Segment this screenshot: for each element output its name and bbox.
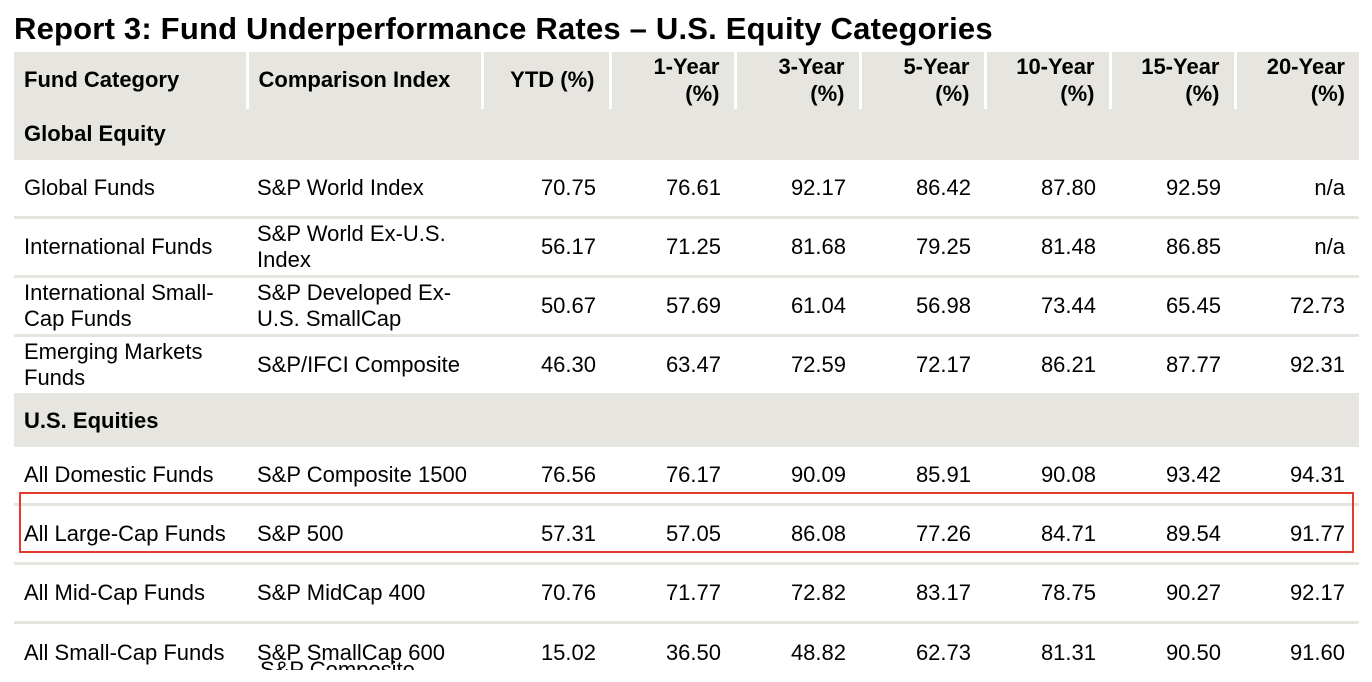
column-header: 15-Year (%) [1110, 52, 1235, 109]
value-cell: 50.67 [482, 277, 610, 336]
comparison-index-cell: S&P/IFCI Composite [247, 336, 482, 395]
partial-row-text: S&P Composite [260, 656, 510, 670]
value-cell: 86.42 [860, 160, 985, 218]
comparison-index-cell: S&P World Ex-U.S. Index [247, 218, 482, 277]
value-cell: 92.31 [1235, 336, 1359, 395]
value-cell: 92.17 [735, 160, 860, 218]
value-cell: 78.75 [985, 564, 1110, 623]
value-cell: 89.54 [1110, 505, 1235, 564]
value-cell: 71.77 [610, 564, 735, 623]
column-header: Comparison Index [247, 52, 482, 109]
value-cell: 84.71 [985, 505, 1110, 564]
header-row: Fund Category Comparison Index YTD (%) 1… [14, 52, 1359, 109]
section-row: Global Equity [14, 109, 1359, 160]
comparison-index-cell: S&P 500 [247, 505, 482, 564]
value-cell: 90.08 [985, 447, 1110, 505]
fund-category-cell: All Small-Cap Funds [14, 623, 247, 682]
value-cell: 65.45 [1110, 277, 1235, 336]
value-cell: 46.30 [482, 336, 610, 395]
column-header: 1-Year (%) [610, 52, 735, 109]
comparison-index-cell: S&P Developed Ex-U.S. SmallCap [247, 277, 482, 336]
value-cell: 87.80 [985, 160, 1110, 218]
value-cell: n/a [1235, 160, 1359, 218]
value-cell: 56.98 [860, 277, 985, 336]
value-cell: 85.91 [860, 447, 985, 505]
comparison-index-cell: S&P MidCap 400 [247, 564, 482, 623]
value-cell: 86.08 [735, 505, 860, 564]
value-cell: 76.61 [610, 160, 735, 218]
value-cell: 77.26 [860, 505, 985, 564]
value-cell: 81.31 [985, 623, 1110, 682]
value-cell: 81.48 [985, 218, 1110, 277]
value-cell: 48.82 [735, 623, 860, 682]
value-cell: 90.09 [735, 447, 860, 505]
fund-category-cell: Global Funds [14, 160, 247, 218]
value-cell: 73.44 [985, 277, 1110, 336]
value-cell: 91.60 [1235, 623, 1359, 682]
value-cell: 86.21 [985, 336, 1110, 395]
value-cell: 94.31 [1235, 447, 1359, 505]
value-cell: 56.17 [482, 218, 610, 277]
value-cell: 70.75 [482, 160, 610, 218]
value-cell: 76.17 [610, 447, 735, 505]
value-cell: 71.25 [610, 218, 735, 277]
value-cell: 61.04 [735, 277, 860, 336]
column-header: 3-Year (%) [735, 52, 860, 109]
value-cell: 93.42 [1110, 447, 1235, 505]
value-cell: 36.50 [610, 623, 735, 682]
column-header: 5-Year (%) [860, 52, 985, 109]
value-cell: 81.68 [735, 218, 860, 277]
comparison-index-cell: S&P SmallCap 600 [247, 623, 482, 682]
fund-category-cell: All Large-Cap Funds [14, 505, 247, 564]
underperformance-table: Fund Category Comparison Index YTD (%) 1… [14, 52, 1359, 682]
value-cell: 76.56 [482, 447, 610, 505]
fund-category-cell: International Funds [14, 218, 247, 277]
value-cell: 72.82 [735, 564, 860, 623]
value-cell: n/a [1235, 218, 1359, 277]
value-cell: 57.05 [610, 505, 735, 564]
value-cell: 83.17 [860, 564, 985, 623]
column-header: Fund Category [14, 52, 247, 109]
report-title: Report 3: Fund Underperformance Rates – … [14, 12, 993, 46]
column-header: 20-Year (%) [1235, 52, 1359, 109]
section-title: Global Equity [14, 109, 1359, 160]
value-cell: 57.69 [610, 277, 735, 336]
fund-category-cell: Emerging Markets Funds [14, 336, 247, 395]
value-cell: 87.77 [1110, 336, 1235, 395]
value-cell: 90.27 [1110, 564, 1235, 623]
value-cell: 15.02 [482, 623, 610, 682]
value-cell: 63.47 [610, 336, 735, 395]
value-cell: 86.85 [1110, 218, 1235, 277]
fund-category-cell: All Mid-Cap Funds [14, 564, 247, 623]
value-cell: 79.25 [860, 218, 985, 277]
value-cell: 72.59 [735, 336, 860, 395]
fund-category-cell: All Domestic Funds [14, 447, 247, 505]
comparison-index-cell: S&P Composite 1500 [247, 447, 482, 505]
value-cell: 92.17 [1235, 564, 1359, 623]
value-cell: 72.73 [1235, 277, 1359, 336]
value-cell: 72.17 [860, 336, 985, 395]
column-header: 10-Year (%) [985, 52, 1110, 109]
value-cell: 90.50 [1110, 623, 1235, 682]
value-cell: 70.76 [482, 564, 610, 623]
value-cell: 57.31 [482, 505, 610, 564]
section-row: U.S. Equities [14, 395, 1359, 448]
fund-category-cell: International Small-Cap Funds [14, 277, 247, 336]
value-cell: 62.73 [860, 623, 985, 682]
value-cell: 92.59 [1110, 160, 1235, 218]
section-title: U.S. Equities [14, 395, 1359, 448]
value-cell: 91.77 [1235, 505, 1359, 564]
comparison-index-cell: S&P World Index [247, 160, 482, 218]
column-header: YTD (%) [482, 52, 610, 109]
